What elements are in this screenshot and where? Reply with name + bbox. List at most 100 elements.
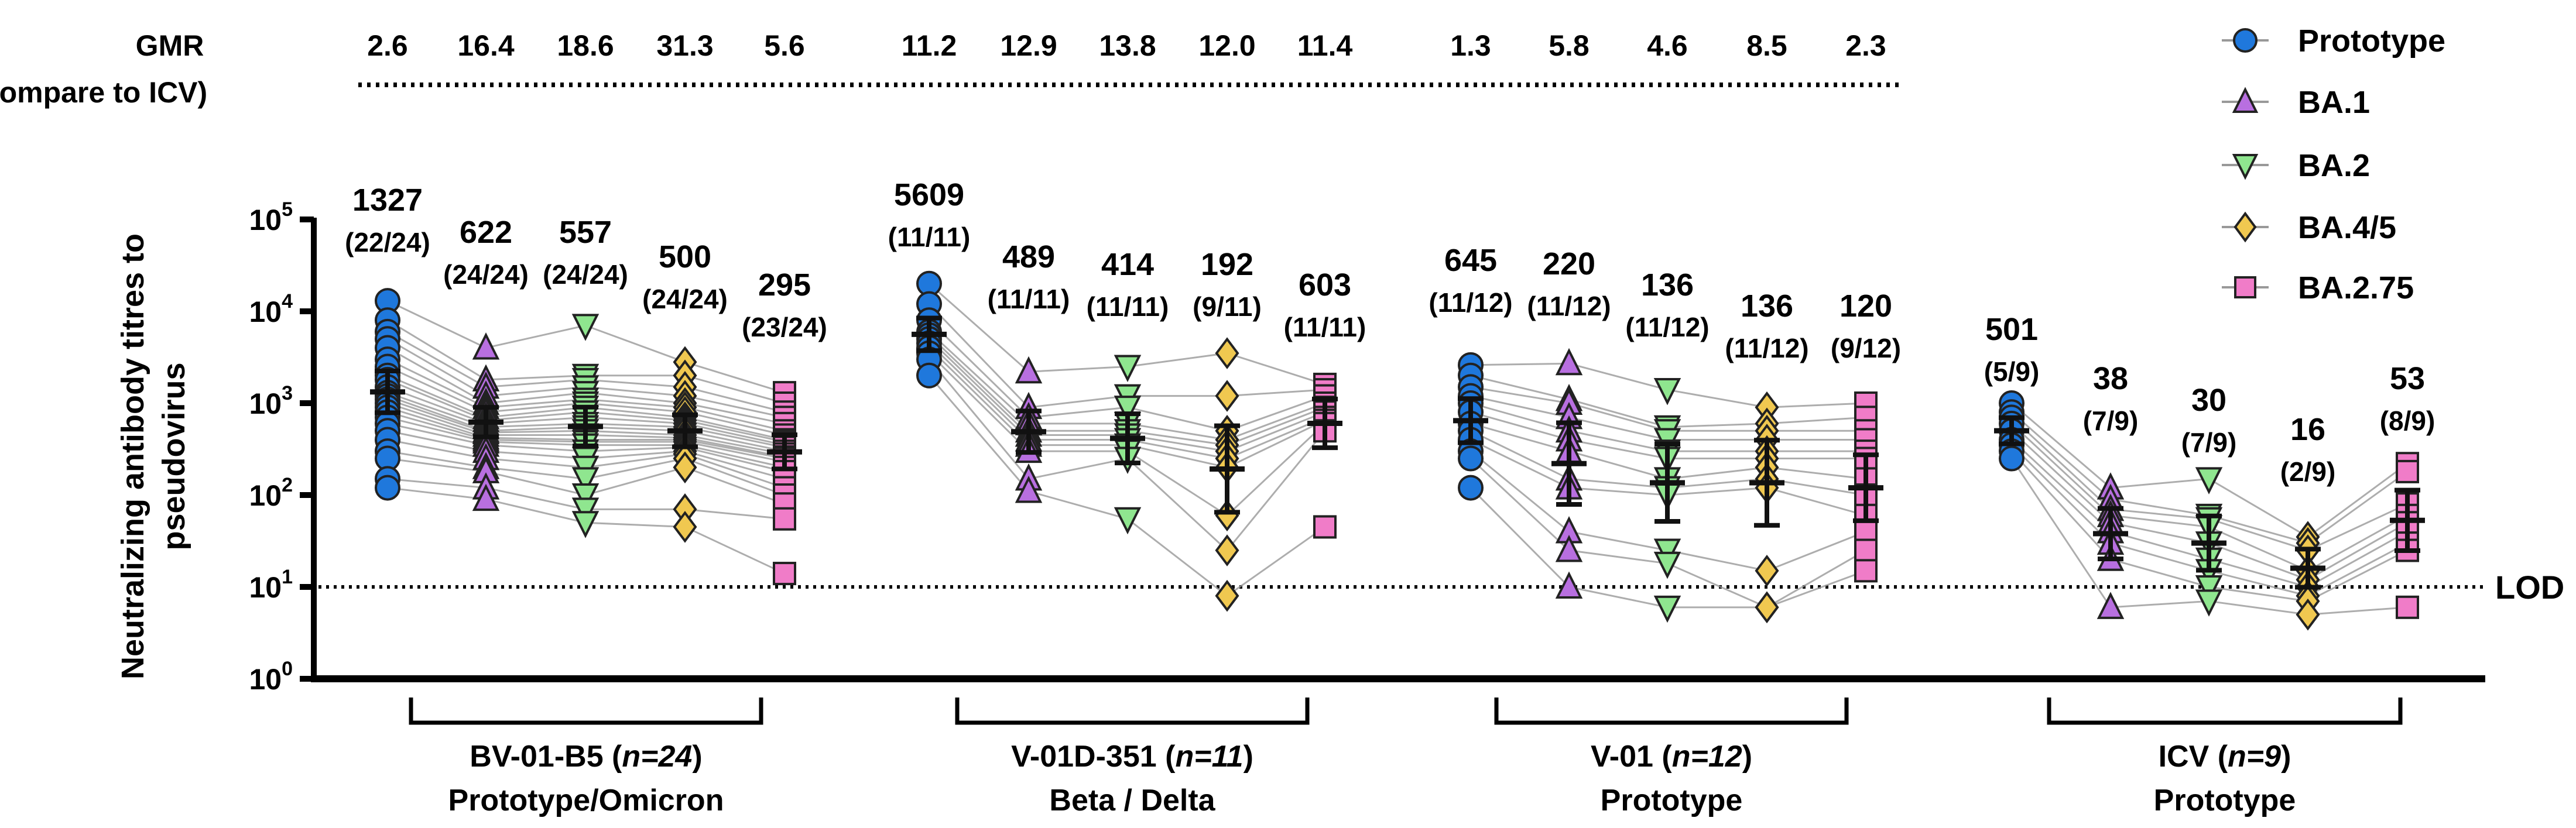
- y-tick-exponent: 0: [282, 658, 293, 680]
- lod-label: LOD: [2495, 569, 2564, 606]
- legend-label: BA.1: [2298, 85, 2370, 120]
- group-label: ICV (n=9): [2159, 740, 2291, 774]
- responder-label: (11/11): [988, 284, 1070, 314]
- gmr-value: 5.6: [764, 29, 805, 62]
- gmr-value: 5.8: [1549, 29, 1590, 62]
- group-label-name: V-01 (: [1591, 740, 1672, 774]
- data-point-ba2: [571, 314, 600, 341]
- gmt-label: 489: [1002, 239, 1055, 274]
- group-label-name: V-01D-351 (: [1011, 740, 1176, 774]
- data-point-ba1: [2097, 592, 2125, 619]
- responder-label: (23/24): [742, 312, 827, 342]
- group-bracket: [955, 698, 1310, 725]
- group-label: BV-01-B5 (n=24): [470, 740, 702, 774]
- data-point-ba275: [1854, 538, 1878, 562]
- group-label-end: ): [2281, 740, 2291, 774]
- data-point-ba1: [1555, 348, 1583, 376]
- y-tick-label: 101: [249, 566, 293, 604]
- data-point-ba275: [773, 562, 796, 586]
- data-point-ba2: [2195, 467, 2223, 494]
- gmt-label: 192: [1201, 247, 1253, 282]
- y-tick-base: 10: [249, 479, 282, 512]
- group-2: 645 (11/12) 220 (11/12) 136 (11/12) 136 (11/12)…: [1429, 243, 1901, 817]
- data-point-ba1: [1015, 356, 1043, 384]
- gmt-label: 16: [2290, 412, 2325, 447]
- group-0: 1327 (22/24) 622 (24/24) 557 (24/24) 500 (24/24…: [345, 183, 827, 817]
- responder-label: (11/11): [1087, 291, 1169, 322]
- data-point-ba2: [2195, 575, 2223, 603]
- legend: Prototype BA.1 BA.2 BA.4/5 BA.2.75: [2222, 23, 2445, 305]
- data-point-ba275: [2396, 459, 2419, 483]
- data-point-ba275: [2396, 595, 2419, 619]
- gmr-value: 31.3: [656, 29, 713, 62]
- data-point-ba2: [1114, 396, 1142, 423]
- gmt-label: 603: [1299, 267, 1351, 303]
- group-1: 5609 (11/11) 489 (11/11) 414 (11/11) 192 (9/11)…: [888, 177, 1366, 817]
- responder-label: (11/12): [1725, 333, 1808, 363]
- y-tick-base: 10: [249, 387, 282, 420]
- responder-label: (11/12): [1429, 287, 1512, 318]
- gmt-label: 557: [559, 215, 612, 250]
- data-point-ba45: [1755, 591, 1779, 624]
- group-label-n: n=9: [2228, 740, 2281, 774]
- y-tick-exponent: 1: [282, 566, 293, 588]
- responder-label: (24/24): [642, 284, 728, 314]
- data-point-ba2: [571, 483, 600, 511]
- responder-label: (7/9): [2181, 427, 2237, 458]
- y-tick-label: 102: [249, 474, 293, 512]
- group-sublabel: Prototype/Omicron: [448, 784, 724, 817]
- group-label-name: BV-01-B5 (: [470, 740, 622, 774]
- gmt-label: 30: [2191, 383, 2226, 418]
- y-axis-title-line1: Neutralizing antibody titres to: [115, 233, 150, 679]
- data-point-ba2: [1653, 595, 1681, 623]
- gmr-value: 1.3: [1450, 29, 1491, 62]
- group-sublabel: Beta / Delta: [1049, 784, 1215, 817]
- gmt-label: 53: [2390, 361, 2425, 396]
- data-point-ba1: [2232, 87, 2259, 113]
- gmr-value: 4.6: [1647, 29, 1688, 62]
- legend-label: Prototype: [2298, 23, 2445, 59]
- data-point-ba45: [1215, 337, 1239, 369]
- y-tick-label: 105: [249, 198, 293, 236]
- data-point-ba1: [472, 332, 500, 360]
- group-bracket: [409, 698, 763, 725]
- responder-label: (9/11): [1193, 291, 1262, 322]
- group-sublabel: Prototype: [1601, 784, 1743, 817]
- gmr-label: GMR: [136, 29, 204, 62]
- gmr-value: 2.6: [367, 29, 408, 62]
- y-axis-title: Neutralizing antibody titres to pseudovir…: [115, 233, 191, 679]
- data-point-ba2: [1653, 378, 1681, 406]
- gmt-label: 220: [1543, 246, 1595, 281]
- data-point-ba2: [571, 511, 600, 538]
- group-label-end: ): [1244, 740, 1253, 774]
- gmt-label: 136: [1741, 288, 1793, 324]
- legend-label: BA.2: [2298, 148, 2370, 183]
- y-axis-title-line2: pseudovirus: [156, 362, 191, 550]
- legend-item: BA.2: [2222, 148, 2370, 183]
- legend-label: BA.2.75: [2298, 270, 2414, 305]
- responder-label: (22/24): [345, 227, 430, 257]
- data-point-ba45: [2296, 598, 2320, 631]
- group-label: V-01 (n=12): [1591, 740, 1752, 774]
- data-point-prototype: [1999, 445, 2025, 472]
- gmr-value: 12.0: [1198, 29, 1255, 62]
- data-point-ba45: [1215, 534, 1239, 566]
- data-point-ba45: [673, 511, 697, 543]
- gmt-label: 645: [1444, 243, 1497, 278]
- group-label-n: n=12: [1672, 740, 1742, 774]
- data-point-ba45: [1215, 380, 1239, 412]
- gmt-label: 500: [659, 239, 711, 274]
- y-tick-label: 103: [249, 382, 293, 420]
- data-point-ba275: [1854, 559, 1878, 583]
- data-point-prototype: [2233, 28, 2258, 53]
- data-point-ba2: [2232, 154, 2259, 180]
- responder-label: (11/12): [1527, 291, 1611, 321]
- y-tick-exponent: 3: [282, 382, 293, 404]
- y-tick-base: 10: [249, 571, 282, 604]
- legend-label: BA.4/5: [2298, 210, 2396, 245]
- responder-label: (11/11): [888, 222, 971, 252]
- data-point-ba45: [1755, 555, 1779, 587]
- gmr-sublabel: (Compare to ICV): [0, 76, 207, 109]
- gmr-value: 18.6: [557, 29, 614, 62]
- responder-label: (5/9): [1984, 356, 2040, 387]
